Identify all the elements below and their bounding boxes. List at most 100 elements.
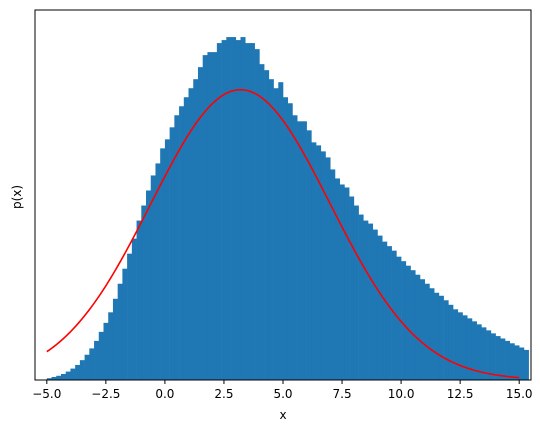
x-tick-label: 2.5	[214, 387, 233, 401]
histogram-bar	[98, 331, 104, 380]
histogram-bar	[136, 220, 142, 380]
histogram-bar	[283, 97, 289, 381]
histogram-bar	[353, 205, 359, 380]
histogram-bar	[84, 354, 90, 380]
histogram-bar	[268, 79, 274, 380]
histogram-bar	[70, 368, 76, 380]
x-axis-ticks: −5.0 −2.5 0.0 2.5 5.0 7.5 10.0 12.5 15.0	[32, 380, 533, 401]
histogram-bar	[490, 333, 496, 380]
histogram-bar	[46, 378, 52, 380]
histogram-bar	[509, 343, 515, 380]
histogram-bar	[320, 151, 326, 380]
histogram-bar	[438, 295, 444, 380]
histogram-bar	[216, 43, 222, 381]
histogram-bar	[160, 148, 166, 380]
histogram-bar	[372, 229, 378, 380]
x-tick-label: −2.5	[91, 387, 120, 401]
histogram-bar	[500, 338, 506, 380]
histogram-bar	[117, 283, 123, 380]
histogram-bar	[264, 70, 270, 380]
histogram-bar	[424, 283, 430, 380]
histogram-bar	[419, 279, 426, 380]
histogram-bar	[401, 261, 407, 380]
histogram-bar	[273, 88, 279, 381]
histogram-bar	[188, 88, 194, 381]
histogram-bar	[287, 103, 293, 380]
histogram-bar	[155, 163, 161, 380]
histogram-bar	[368, 223, 374, 380]
histogram-bar	[141, 205, 147, 380]
histogram-bar	[495, 336, 501, 380]
histogram-bar	[51, 376, 57, 380]
histogram-bar	[391, 250, 397, 380]
histogram-bar	[476, 324, 482, 380]
histogram-bars	[46, 37, 529, 381]
histogram-bar	[131, 238, 137, 380]
histogram-bar	[89, 348, 95, 380]
histogram-bar	[150, 175, 156, 380]
histogram-bar	[259, 64, 265, 381]
histogram-bar	[221, 40, 227, 380]
histogram-bar	[254, 49, 260, 381]
histogram-bar	[405, 265, 411, 380]
histogram-bar	[249, 43, 255, 381]
histogram-bar	[174, 115, 180, 380]
histogram-bar	[202, 55, 208, 381]
histogram-bar	[415, 274, 421, 380]
histogram-bar	[453, 309, 459, 380]
histogram-bar	[297, 121, 303, 381]
x-tick-label: 0.0	[155, 387, 174, 401]
histogram-bar	[56, 375, 62, 380]
histogram-bar	[386, 246, 392, 380]
histogram-bar	[457, 312, 463, 380]
fitted-curve	[46, 88, 520, 379]
histogram-bar	[486, 330, 492, 380]
histogram-bar	[240, 37, 246, 380]
histogram-bar	[377, 235, 383, 380]
histogram-bar	[193, 79, 199, 380]
histogram-bar	[344, 187, 350, 380]
histogram-bar	[325, 157, 331, 380]
histogram-bar	[278, 82, 284, 380]
histogram-bar	[103, 322, 109, 380]
histogram-bar	[65, 371, 71, 380]
histogram-bar	[429, 288, 435, 380]
histogram-bar	[245, 43, 251, 381]
histogram-bar	[316, 145, 322, 380]
x-tick-label: 12.5	[447, 387, 474, 401]
histogram-bar	[79, 360, 85, 380]
x-tick-label: 7.5	[333, 387, 352, 401]
x-tick-label: 5.0	[273, 387, 292, 401]
x-tick-label: 15.0	[506, 387, 533, 401]
histogram-bar	[292, 115, 298, 380]
histogram-bar	[94, 340, 100, 380]
histogram-bar	[164, 139, 170, 380]
histogram-bar	[169, 127, 175, 380]
histogram-bar	[330, 169, 336, 380]
histogram-bar	[127, 253, 133, 380]
histogram-bar	[334, 178, 340, 380]
x-tick-label: 10.0	[388, 387, 415, 401]
histogram-bar	[231, 37, 237, 380]
histogram-bar	[519, 347, 525, 380]
histogram-bar	[481, 327, 487, 380]
histogram-bar	[505, 340, 511, 380]
histogram-bar	[183, 97, 189, 381]
histogram-bar	[467, 318, 473, 380]
histogram-bar	[60, 373, 66, 380]
histogram-bar	[462, 315, 468, 380]
histogram-bar	[382, 241, 388, 380]
histogram-bar	[448, 304, 454, 380]
histogram-bar	[207, 52, 213, 381]
y-axis-label: p(x)	[10, 185, 24, 209]
histogram-bar	[226, 37, 232, 380]
histogram-bar	[75, 364, 81, 380]
histogram-bar	[197, 67, 203, 381]
histogram-bar	[146, 190, 152, 380]
histogram-bar	[301, 121, 307, 381]
x-axis-label: x	[279, 408, 286, 422]
histogram-bar	[212, 52, 218, 381]
x-tick-label: −5.0	[32, 387, 61, 401]
histogram-bar	[349, 196, 355, 380]
